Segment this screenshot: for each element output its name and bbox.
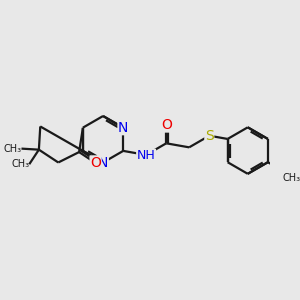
Text: N: N <box>98 155 108 170</box>
Text: S: S <box>205 129 214 143</box>
Text: N: N <box>118 121 128 135</box>
Text: CH₃: CH₃ <box>283 173 300 183</box>
Text: NH: NH <box>137 149 155 162</box>
Text: CH₃: CH₃ <box>11 159 29 169</box>
Text: O: O <box>90 156 101 170</box>
Text: O: O <box>161 118 172 132</box>
Text: CH₃: CH₃ <box>3 144 22 154</box>
